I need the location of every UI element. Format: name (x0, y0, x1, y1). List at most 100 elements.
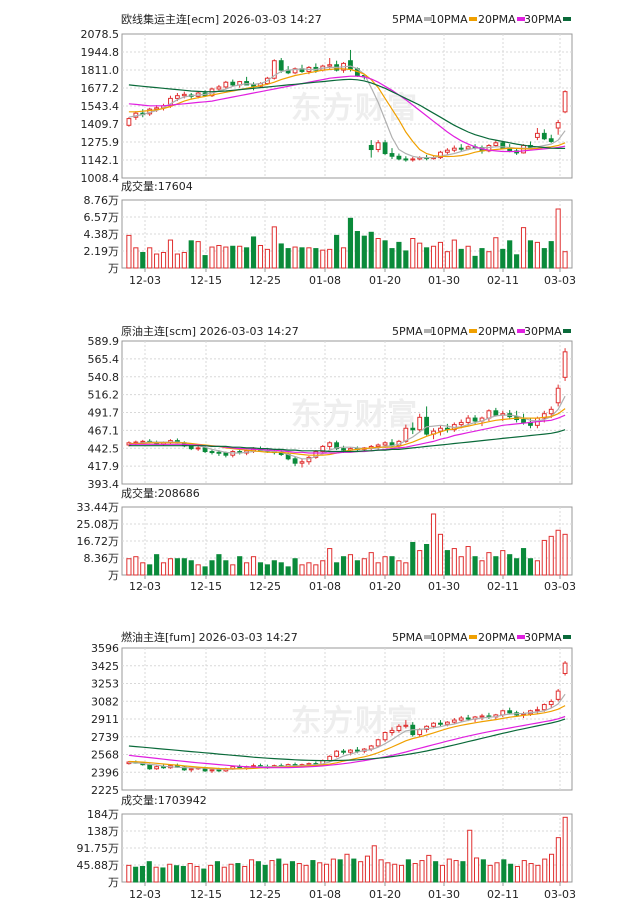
panel1-volume-bar (514, 254, 520, 269)
panel1-volume-bar (264, 248, 270, 269)
panel2-candle-body (341, 448, 346, 451)
panel2-volume-tick-label: 25.08万 (77, 518, 120, 531)
panel3-volume-bar (180, 865, 186, 883)
panel3-volume-tick-label: 45.88万 (77, 859, 120, 872)
panel1-candle-body (555, 122, 561, 129)
panel3-volume-bar (174, 865, 180, 883)
panel2-volume-bar (430, 513, 437, 576)
panel1-volume-bar (458, 248, 464, 269)
panel1-volume-bar (147, 247, 153, 269)
panel3-candle-body (382, 732, 388, 741)
panel3-volume-bar (208, 864, 214, 883)
panel3-price-tick-label: 2911 (91, 713, 119, 726)
panel3-price-tick-label: 2568 (91, 749, 119, 762)
panel3-ma5-line (128, 693, 566, 770)
panel2-volume-bar (375, 562, 381, 576)
panel3-volume-bar (405, 859, 411, 883)
panel2-candle-body (334, 442, 340, 450)
panel1-volume-bar (174, 253, 180, 269)
panel3-volume-bar (385, 862, 391, 883)
panel2-date-label: 01-30 (428, 580, 460, 593)
panel2-volume-bar (548, 535, 554, 576)
panel2-candle-body (410, 427, 416, 431)
panel3-volume-bar (521, 860, 527, 883)
panel2-date-label: 12-03 (129, 580, 161, 593)
panel2-candle-body (292, 458, 298, 464)
panel2-ma30-line (128, 429, 566, 453)
panel2-volume-bar (257, 562, 264, 576)
panel2-price-tick-label: 540.8 (88, 371, 120, 384)
panel3-volume-tick-label: 138万 (87, 825, 119, 838)
panel1-candle-body (396, 155, 402, 160)
panel2-candle-body (202, 447, 208, 453)
panel2-legend-30pma: 30PMA (524, 325, 562, 338)
panel1-ma30-line (128, 78, 566, 149)
panel2-volume-bar (126, 558, 132, 576)
panel3-volume-bar (351, 858, 357, 883)
panel1-volume-tick-label: 4.38万 (84, 228, 120, 241)
panel3-date-label: 01-30 (428, 888, 460, 901)
panel1-volume-bar (507, 240, 513, 269)
panel3-volume-bar (439, 864, 445, 883)
panel3-ma30-line (128, 718, 566, 762)
panel1-candle-body (500, 142, 506, 149)
panel2-legend-5pma: 5PMA (392, 325, 423, 338)
panel3-volume-bar (296, 863, 302, 883)
panel2-candle-body (424, 416, 430, 435)
panel3-candle-body (479, 715, 485, 718)
panel2-candle-body (299, 461, 305, 464)
panel3-volume-bar (426, 854, 432, 883)
panel2-candle-body (521, 419, 526, 423)
panel1-volume-bar (278, 243, 284, 269)
panel3-candle-body (458, 717, 464, 721)
panel1-candle-body (444, 149, 450, 153)
panel1-volume-bar (403, 250, 409, 269)
panel3-date-label: 12-03 (129, 888, 161, 901)
panel1-volume-bar (327, 248, 333, 269)
panel3-volume-bar (412, 863, 418, 883)
panel1-price-tick-label: 1543.4 (81, 100, 120, 113)
panel3-candle-body (216, 769, 222, 772)
panel2-volume-bar (285, 566, 291, 576)
panel1-date-label: 02-11 (487, 274, 519, 287)
panel2-volume-bar (202, 566, 208, 576)
panel2-volume-bar (479, 560, 485, 576)
panel2-volume-bar (320, 560, 326, 576)
panel2-volume-bar (493, 556, 499, 576)
panel1-candle-body (126, 118, 132, 126)
panel3-volume-bar (460, 861, 466, 883)
panel2-volume-bar (354, 560, 360, 576)
panel1-volume-bar (500, 248, 506, 269)
panel2-volume-bar (527, 558, 534, 576)
panel3-candle-body (348, 749, 353, 753)
panel3-volume-bar (262, 864, 268, 883)
panel2-volume-bar (223, 560, 229, 576)
panel3-legend-swatch-30pma (563, 635, 571, 639)
panel1-volume-label: 成交量:17604 (121, 179, 193, 193)
panel1-volume-bar (541, 248, 547, 269)
panel3-volume-bar (371, 845, 377, 883)
panel1-volume-bar (347, 217, 354, 269)
panel3-volume-bar (133, 866, 139, 883)
panel1-volume-bar (368, 231, 374, 269)
panel3-volume-bar (249, 859, 255, 883)
panel2-candle-body (382, 442, 388, 446)
panel3-date-label: 12-25 (249, 888, 281, 901)
panel2-volume-bar (140, 562, 146, 576)
panel2-candle-body (327, 442, 333, 447)
panel3-price-tick-label: 2396 (91, 766, 119, 779)
panel1-price-tick-label: 1008.4 (81, 172, 120, 185)
panel1-volume-bar (430, 245, 437, 269)
panel3-volume-bar (214, 861, 220, 883)
panel1-volume-bar (230, 245, 236, 269)
panel2-volume-bar (264, 564, 270, 576)
panel1-candle-body (348, 60, 353, 70)
panel1-volume-bar (479, 248, 485, 269)
panel3-volume-bar (392, 863, 398, 883)
panel3-volume-tick-label: 91.75万 (77, 842, 120, 855)
panel2-candle-body (375, 444, 381, 447)
panel3-candle-body (438, 722, 443, 725)
panel1-volume-bar (250, 236, 257, 269)
panel1-volume-bar (562, 251, 568, 269)
panel3-price-tick-label: 3596 (91, 642, 119, 655)
